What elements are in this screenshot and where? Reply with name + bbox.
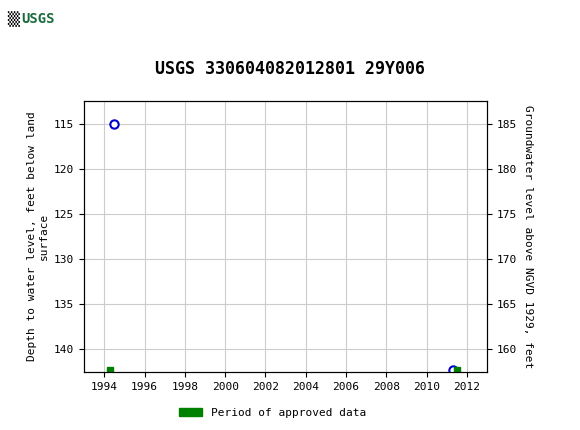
Y-axis label: Depth to water level, feet below land
surface: Depth to water level, feet below land su… bbox=[27, 112, 49, 361]
Text: ▒: ▒ bbox=[7, 12, 19, 27]
Y-axis label: Groundwater level above NGVD 1929, feet: Groundwater level above NGVD 1929, feet bbox=[523, 105, 532, 368]
Text: USGS 330604082012801 29Y006: USGS 330604082012801 29Y006 bbox=[155, 60, 425, 78]
Bar bbox=[3, 3, 72, 36]
Text: USGS: USGS bbox=[21, 12, 55, 26]
Legend: Period of approved data: Period of approved data bbox=[175, 403, 370, 422]
